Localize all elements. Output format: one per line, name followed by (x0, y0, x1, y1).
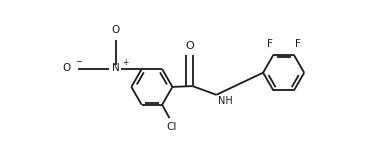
Text: O: O (62, 63, 70, 73)
Text: F: F (267, 39, 273, 49)
Text: N: N (112, 63, 120, 73)
Text: Cl: Cl (166, 122, 176, 132)
Text: F: F (295, 39, 300, 49)
Text: O: O (112, 25, 120, 35)
Text: +: + (122, 58, 128, 67)
Text: −: − (75, 58, 82, 67)
Text: O: O (185, 41, 194, 51)
Text: NH: NH (218, 96, 233, 106)
